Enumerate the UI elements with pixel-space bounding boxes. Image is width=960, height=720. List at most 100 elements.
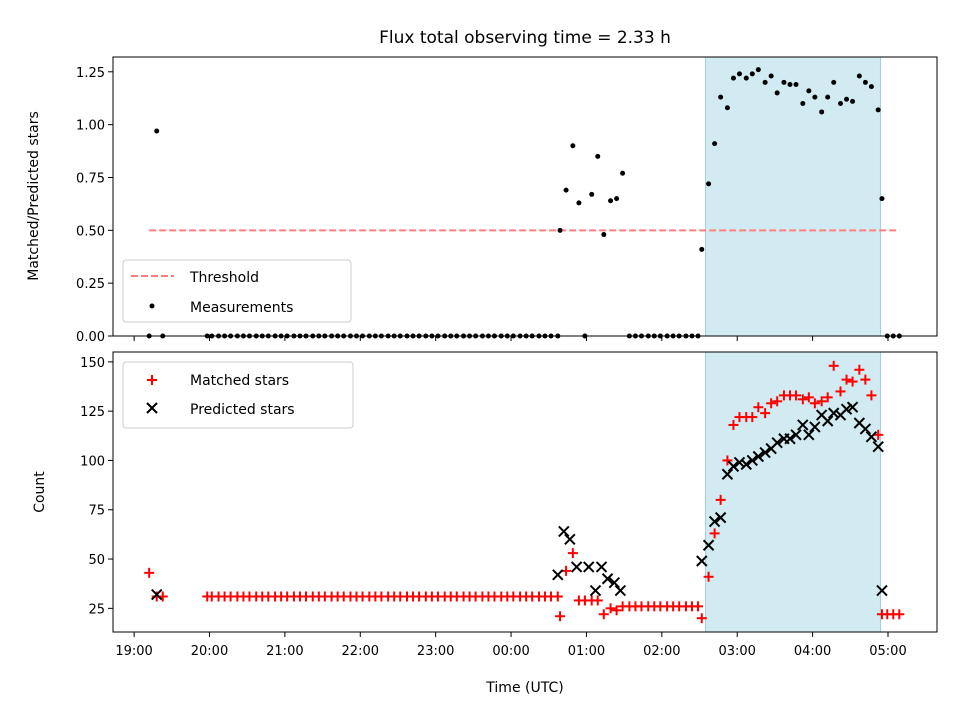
measurement-point [831,79,837,85]
legend-threshold-label: Threshold [189,270,259,286]
measurement-point [576,200,582,206]
bottom-y-tick-label: 25 [88,602,105,617]
legend-matched-label: Matched stars [190,373,289,389]
matched-star-point [816,396,827,407]
predicted-star-point [570,561,583,573]
measurement-point [608,198,614,204]
predicted-star-point [759,446,771,459]
measurement-point [718,94,724,100]
top-legend-box [122,259,352,323]
matched-legend-marker [147,375,157,385]
measurement-point [620,170,626,176]
x-axis-label: Time (UTC) [485,680,563,696]
measurement-point [787,81,793,87]
predicted-star-point [876,584,888,597]
predicted-star-point [740,458,752,471]
measurement-point [743,75,749,81]
measurement-point [570,143,576,149]
predicted-star-point [865,431,878,443]
bottom-highlight-span [705,351,881,633]
matched-star-point [753,402,764,413]
matched-star-point [841,374,852,385]
measurement-point [825,94,831,100]
legend-predicted-label: Predicted stars [190,402,295,418]
measurement-point [856,73,862,79]
matched-star-point [791,390,802,401]
predicted-star-point [552,569,564,581]
matched-star-point [797,394,808,405]
measurement-point [154,128,160,134]
top-y-tick-label: 0.75 [76,171,105,186]
matched-star-point [693,601,704,612]
measurement-point [819,109,825,115]
matched-star-point [567,548,578,559]
matched-star-point [592,595,603,606]
x-tick-label: 23:00 [417,644,454,659]
matched-star-point [803,392,814,403]
x-tick-label: 03:00 [718,644,755,659]
x-tick-label: 05:00 [869,644,906,659]
bottom-y-tick-label: 75 [88,504,105,519]
bottom-y-tick-label: 125 [80,405,105,420]
predicted-star-point [733,456,746,469]
matched-star-point [728,419,739,430]
predicted-star-point [582,561,595,573]
measurement-point [800,101,806,106]
measurement-point [838,101,844,106]
measurement-point [793,81,799,87]
measurement-point [762,79,768,85]
matched-star-point [611,605,622,616]
measurement-point [755,67,761,73]
measurement-point [595,153,601,159]
measurement-point [879,196,885,202]
top-axes-frame [112,56,938,337]
matched-star-point [866,390,877,401]
predicted-star-point [803,429,815,441]
measurement-point [868,84,874,90]
predicted-star-point [708,515,721,528]
matched-star-point [854,364,865,375]
bottom-axes-frame [112,351,938,633]
predicted-star-point [714,511,727,524]
measurement-point [875,107,881,113]
measurement-point [806,88,812,94]
predicted-star-point [752,450,765,463]
matched-star-point [555,611,566,622]
predicted-star-point [746,454,759,467]
predicted-star-point [828,407,840,419]
matched-star-point [772,396,783,407]
measurement-point [712,141,718,147]
predicted-star-point [614,584,627,597]
chart-title: Flux total observing time = 2.33 h [379,28,671,48]
top-y-tick-label: 0.25 [76,277,105,292]
predicted-legend-marker [146,402,158,414]
measurement-point [699,246,705,252]
measurement-point [774,90,780,96]
bottom-y-tick-label: 100 [80,454,105,469]
x-tick-label: 04:00 [794,644,831,659]
matched-star-point [747,412,758,423]
bottom-y-tick-label: 50 [88,553,105,568]
matched-star-point [598,609,609,620]
x-tick-label: 01:00 [568,644,605,659]
measurement-point [850,98,856,104]
matched-star-point [709,528,720,539]
matched-star-point [873,429,884,440]
predicted-star-point [809,421,821,433]
predicted-star-point [790,429,802,441]
measurement-point [557,227,563,233]
x-tick-label: 20:00 [191,644,228,659]
predicted-star-point [702,539,715,551]
measurement-point [601,232,607,238]
predicted-star-point [859,423,872,435]
predicted-star-point [771,436,783,449]
top-panel: 0.00 0.25 0.50 0.75 1.00 1.25 [76,56,938,345]
measurements-legend-marker [149,303,155,309]
matched-star-point [835,386,846,397]
measurement-point [844,96,850,102]
legend-measurements-label: Measurements [190,300,293,316]
predicted-star-point [589,584,602,597]
matched-star-point [828,360,839,371]
predicted-star-point [846,401,859,413]
